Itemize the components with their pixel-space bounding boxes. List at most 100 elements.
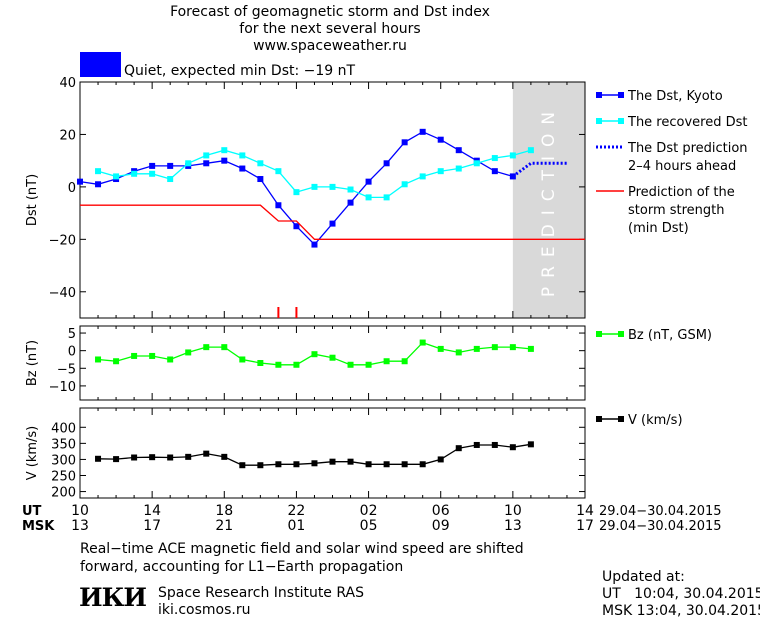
data-point-bz-nt-gsm [491, 344, 498, 351]
data-point-the-recovered-dst [149, 170, 156, 177]
ut-tick-label: 22 [288, 503, 306, 519]
data-point-the-dst-kyoto [221, 157, 228, 164]
data-point-the-dst-kyoto [167, 162, 174, 169]
data-point-v-km-s [401, 461, 408, 468]
data-point-the-dst-kyoto [455, 147, 462, 154]
data-point-the-dst-kyoto [149, 162, 156, 169]
iki-logo: ИКИ [79, 583, 147, 612]
data-point-bz-nt-gsm [419, 339, 426, 346]
msk-date-range: 29.04−30.04.2015 [599, 519, 722, 534]
data-point-bz-nt-gsm [311, 351, 318, 358]
data-point-the-recovered-dst [185, 160, 192, 167]
data-point-the-recovered-dst [311, 183, 318, 190]
y-tick-label: −5 [57, 362, 76, 377]
data-point-bz-nt-gsm [293, 361, 300, 368]
chart-title-line-3: www.spaceweather.ru [253, 38, 407, 54]
legend-marker [596, 331, 602, 337]
y-tick-label: 0 [68, 181, 76, 196]
data-point-v-km-s [131, 454, 138, 461]
data-point-the-recovered-dst [401, 181, 408, 188]
y-tick-label: 300 [51, 453, 76, 468]
legend-marker [618, 118, 624, 124]
msk-axis-label: MSK [22, 519, 55, 534]
institute-site-link[interactable]: iki.cosmos.ru [158, 602, 251, 618]
data-point-the-recovered-dst [509, 152, 516, 159]
y-axis-label: V (km/s) [25, 426, 40, 481]
y-axis-label: Dst (nT) [25, 174, 40, 226]
storm-status-color-box [80, 52, 121, 77]
series-line-the-dst-prediction-2-4-hours-ahead [512, 161, 567, 178]
series-line-the-recovered-dst [97, 149, 532, 199]
data-point-v-km-s [95, 455, 102, 462]
data-point-the-dst-kyoto [203, 160, 210, 167]
data-point-bz-nt-gsm [113, 358, 120, 365]
data-point-v-km-s [113, 456, 120, 463]
data-point-bz-nt-gsm [221, 344, 228, 351]
legend-marker [596, 416, 602, 422]
msk-tick-label: 01 [288, 518, 306, 534]
msk-tick-label: 17 [576, 518, 594, 534]
panel-3-frame [79, 407, 586, 499]
data-point-the-dst-kyoto [293, 223, 300, 230]
data-point-the-dst-kyoto [401, 139, 408, 146]
ut-tick-label: 14 [576, 503, 594, 519]
chart-title-line-2: for the next several hours [239, 21, 421, 37]
data-point-v-km-s [185, 453, 192, 460]
data-point-v-km-s [311, 460, 318, 467]
data-point-v-km-s [221, 453, 228, 460]
data-point-bz-nt-gsm [239, 356, 246, 363]
legend-marker [596, 118, 602, 124]
data-point-v-km-s [257, 462, 264, 469]
data-point-v-km-s [527, 441, 534, 448]
data-point-the-recovered-dst [473, 160, 480, 167]
msk-tick-label: 17 [143, 518, 161, 534]
data-point-the-dst-kyoto [311, 241, 318, 248]
legend-label-prediction-of-the-storm-strength-min-dst: Prediction of the storm strength (min Dst) [628, 185, 735, 236]
msk-tick-label: 21 [215, 518, 233, 534]
data-point-bz-nt-gsm [383, 358, 390, 365]
legend-marker [596, 92, 602, 98]
legend-marker [618, 416, 624, 422]
y-tick-label: −10 [49, 380, 76, 395]
ut-tick-label: 02 [360, 503, 378, 519]
data-point-bz-nt-gsm [131, 352, 138, 359]
data-point-the-dst-kyoto [275, 202, 282, 209]
data-point-bz-nt-gsm [95, 356, 102, 363]
ut-tick-label: 10 [504, 503, 522, 519]
ut-date-range: 29.04−30.04.2015 [599, 504, 722, 519]
prediction-band-label: PREDICTION [539, 103, 559, 297]
data-point-v-km-s [491, 441, 498, 448]
data-point-the-recovered-dst [167, 176, 174, 183]
y-tick-label: 20 [59, 128, 76, 143]
data-point-bz-nt-gsm [437, 345, 444, 352]
chart-title-line-1: Forecast of geomagnetic storm and Dst in… [170, 4, 490, 20]
storm-status-text: Quiet, expected min Dst: −19 nT [124, 63, 356, 79]
y-tick-label: −40 [49, 286, 76, 301]
data-point-bz-nt-gsm [167, 356, 174, 363]
data-point-the-dst-kyoto [239, 165, 246, 172]
data-point-the-recovered-dst [275, 168, 282, 175]
legend-label-bz-nt-gsm: Bz (nT, GSM) [628, 328, 712, 343]
data-point-the-recovered-dst [347, 186, 354, 193]
data-point-the-dst-kyoto [329, 220, 336, 227]
data-point-v-km-s [473, 441, 480, 448]
data-point-the-recovered-dst [293, 189, 300, 196]
ut-axis-label: UT [22, 504, 42, 519]
y-tick-label: 0 [68, 345, 76, 360]
data-point-bz-nt-gsm [455, 349, 462, 356]
data-point-the-recovered-dst [365, 194, 372, 201]
msk-tick-label: 13 [504, 518, 522, 534]
data-point-the-recovered-dst [257, 160, 264, 167]
data-point-v-km-s [275, 461, 282, 468]
data-point-the-recovered-dst [329, 183, 336, 190]
data-point-bz-nt-gsm [149, 352, 156, 359]
data-point-v-km-s [365, 461, 372, 468]
data-point-bz-nt-gsm [365, 361, 372, 368]
data-point-v-km-s [455, 445, 462, 452]
data-point-v-km-s [329, 458, 336, 465]
data-point-the-recovered-dst [203, 152, 210, 159]
msk-tick-label: 09 [432, 518, 450, 534]
data-point-the-recovered-dst [95, 168, 102, 175]
data-point-v-km-s [437, 456, 444, 463]
data-point-the-recovered-dst [131, 170, 138, 177]
